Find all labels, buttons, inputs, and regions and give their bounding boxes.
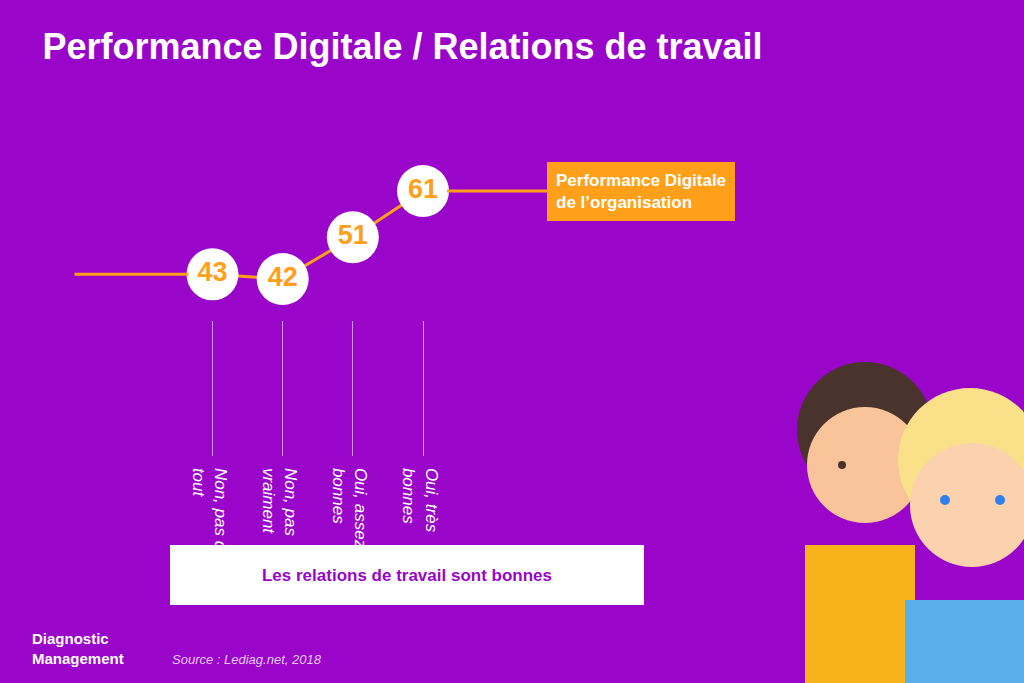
svg-text:Performance Digitale / Relatio: Performance Digitale / Relations de trav… xyxy=(42,26,762,67)
svg-text:DiagnosticManagement: DiagnosticManagement xyxy=(32,630,124,667)
svg-text:Non, pasvraiment: Non, pasvraiment xyxy=(259,468,300,537)
svg-text:Performance Digitalede l’organ: Performance Digitalede l’organisation xyxy=(556,171,726,212)
svg-text:Les relations de travail sont: Les relations de travail sont bonnes xyxy=(262,566,552,585)
svg-text:42: 42 xyxy=(268,262,298,292)
svg-text:51: 51 xyxy=(338,220,368,250)
svg-text:Non, pas dutout: Non, pas dutout xyxy=(189,468,230,560)
svg-text:Oui, assezbonnes: Oui, assezbonnes xyxy=(329,468,370,549)
svg-text:61: 61 xyxy=(408,174,438,204)
svg-text:Oui, trèsbonnes: Oui, trèsbonnes xyxy=(399,468,440,533)
svg-text:Source : Lediag.net, 2018: Source : Lediag.net, 2018 xyxy=(172,652,322,667)
svg-text:43: 43 xyxy=(197,257,227,287)
